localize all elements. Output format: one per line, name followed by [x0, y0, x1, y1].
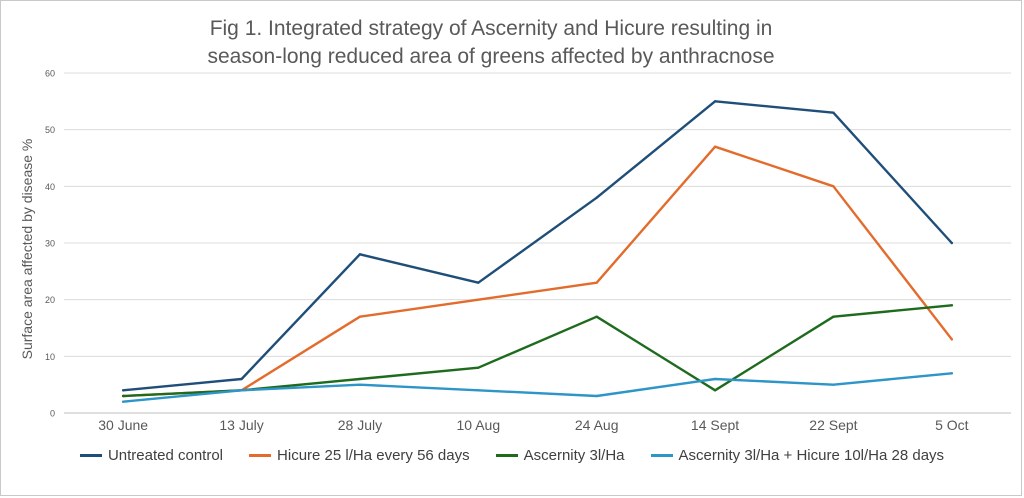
legend-label: Ascernity 3l/Ha + Hicure 10l/Ha 28 days — [678, 447, 945, 464]
data-point — [595, 281, 598, 284]
data-point — [832, 111, 835, 114]
chart-title-line-2: season-long reduced area of greens affec… — [207, 45, 775, 68]
data-point — [121, 400, 125, 403]
legend-swatch — [495, 454, 518, 457]
legend-item-3: Ascernity 3l/Ha — [495, 447, 625, 464]
data-point — [477, 298, 480, 301]
data-point — [595, 394, 598, 398]
axes: 0 10 20 30 40 50 60 30 June 13 July 28 July 10 Aug… — [45, 69, 1011, 433]
line-chart: 0 10 20 30 40 50 60 30 June 13 July 28 July 10 Aug… — [19, 69, 1011, 433]
legend-swatch — [79, 454, 102, 457]
legend: Untreated control Hicure 25 l/Ha every 56… — [1, 447, 1023, 464]
data-point — [950, 338, 954, 341]
data-point — [121, 389, 125, 392]
series-line-1 — [121, 100, 953, 392]
x-tick-label: 24 Aug — [575, 417, 619, 433]
data-point — [950, 372, 954, 375]
y-tick-label: 60 — [45, 69, 55, 79]
y-axis-label: Surface area affected by disease % — [19, 139, 35, 360]
data-point — [832, 383, 835, 386]
y-tick-label: 30 — [45, 239, 55, 249]
legend-label: Ascernity 3l/Ha — [523, 447, 625, 464]
x-tick-label: 5 Oct — [935, 417, 969, 433]
chart-title: Fig 1. Integrated strategy of Ascernity … — [91, 15, 891, 71]
x-tick-label: 22 Sept — [809, 417, 857, 433]
x-tick-label: 14 Sept — [691, 417, 739, 433]
data-point — [713, 389, 717, 392]
data-point — [121, 394, 125, 398]
y-tick-label: 50 — [45, 125, 55, 135]
data-point — [477, 389, 480, 392]
data-point — [713, 377, 717, 381]
chart-title-line-1: Fig 1. Integrated strategy of Ascernity … — [209, 17, 773, 40]
x-tick-label: 10 Aug — [457, 417, 501, 433]
legend-label: Untreated control — [107, 447, 224, 464]
legend-item-4: Ascernity 3l/Ha + Hicure 10l/Ha 28 days — [650, 447, 945, 464]
y-tick-label: 20 — [45, 295, 55, 305]
series-line-2 — [121, 145, 953, 398]
data-point — [358, 377, 362, 381]
data-point — [477, 366, 480, 369]
data-point — [477, 281, 480, 284]
data-point — [595, 315, 598, 318]
data-point — [950, 241, 954, 245]
data-point — [240, 389, 243, 392]
series-lines — [121, 100, 954, 403]
y-tick-label: 10 — [45, 352, 55, 362]
data-point — [713, 100, 717, 103]
data-point — [240, 377, 243, 381]
data-point — [950, 304, 954, 307]
series-line-4 — [121, 372, 953, 403]
y-tick-label: 40 — [45, 182, 55, 192]
x-tick-label: 28 July — [338, 417, 382, 433]
data-point — [713, 145, 717, 148]
legend-item-1: Untreated control — [79, 447, 224, 464]
data-point — [595, 196, 598, 199]
legend-label: Hicure 25 l/Ha every 56 days — [277, 447, 470, 464]
gridlines — [64, 72, 1011, 357]
legend-item-2: Hicure 25 l/Ha every 56 days — [249, 447, 470, 464]
data-point — [832, 315, 835, 318]
x-tick-label: 30 June — [98, 417, 148, 433]
data-point — [358, 253, 362, 256]
x-tick-label: 13 July — [219, 417, 263, 433]
series-line-3 — [121, 304, 953, 398]
data-point — [832, 185, 835, 188]
data-point — [358, 315, 362, 318]
legend-swatch — [650, 454, 673, 457]
legend-swatch — [249, 454, 272, 457]
y-tick-label: 0 — [50, 409, 55, 419]
data-point — [358, 383, 362, 386]
